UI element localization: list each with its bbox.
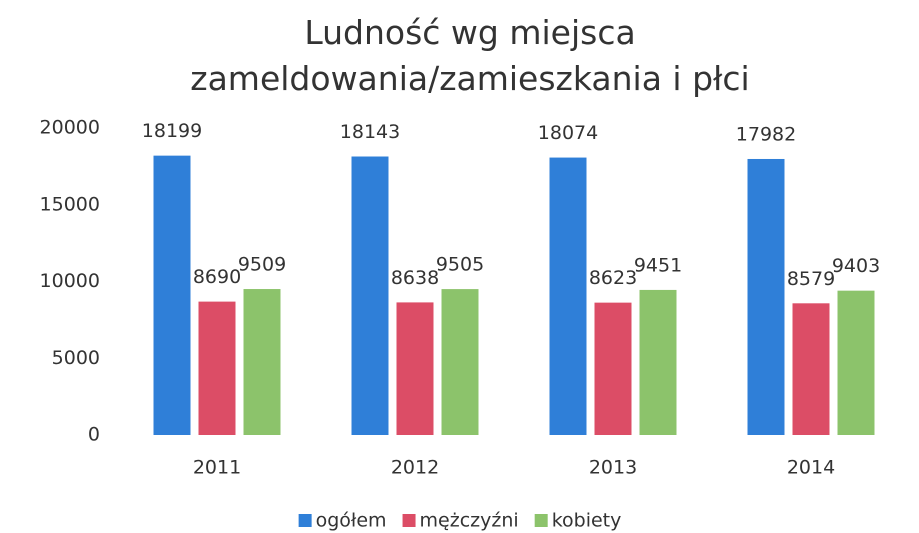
- bar: [549, 157, 587, 436]
- bar: [594, 302, 632, 435]
- data-label: 18143: [340, 121, 400, 143]
- y-tick-label: 5000: [52, 347, 100, 369]
- bar: [792, 303, 830, 435]
- data-label: 9451: [634, 254, 682, 276]
- legend-swatch: [402, 514, 416, 527]
- legend-label: kobiety: [552, 510, 622, 532]
- x-tick-label: 2012: [391, 457, 439, 479]
- data-label: 8690: [193, 266, 241, 288]
- bar: [396, 302, 434, 435]
- data-label: 18074: [538, 122, 598, 144]
- x-tick-label: 2011: [193, 457, 241, 479]
- bar: [441, 289, 479, 435]
- bar: [198, 301, 236, 435]
- data-label: 9509: [238, 254, 286, 276]
- data-label: 8623: [589, 267, 637, 289]
- data-label: 8638: [391, 267, 439, 289]
- bar: [837, 290, 875, 435]
- bar: [747, 158, 785, 435]
- legend-swatch: [298, 514, 312, 527]
- data-label: 9505: [436, 254, 484, 276]
- data-label: 8579: [787, 268, 835, 290]
- legend-label: ogółem: [316, 510, 387, 532]
- y-tick-label: 15000: [40, 193, 100, 215]
- bar: [639, 289, 677, 435]
- data-label: 17982: [736, 123, 796, 145]
- legend-label: mężczyźni: [420, 510, 519, 532]
- x-tick-label: 2013: [589, 457, 637, 479]
- bar: [351, 156, 389, 435]
- legend-swatch: [534, 514, 548, 527]
- data-label: 18199: [142, 120, 202, 142]
- bar: [153, 155, 191, 435]
- y-tick-label: 0: [88, 424, 100, 446]
- data-label: 9403: [832, 255, 880, 277]
- chart-title: Ludność wg miejsca zameldowania/zamieszk…: [190, 13, 750, 98]
- bar: [243, 289, 281, 435]
- x-tick-label: 2014: [787, 457, 835, 479]
- y-tick-label: 10000: [40, 270, 100, 292]
- y-tick-label: 20000: [40, 117, 100, 139]
